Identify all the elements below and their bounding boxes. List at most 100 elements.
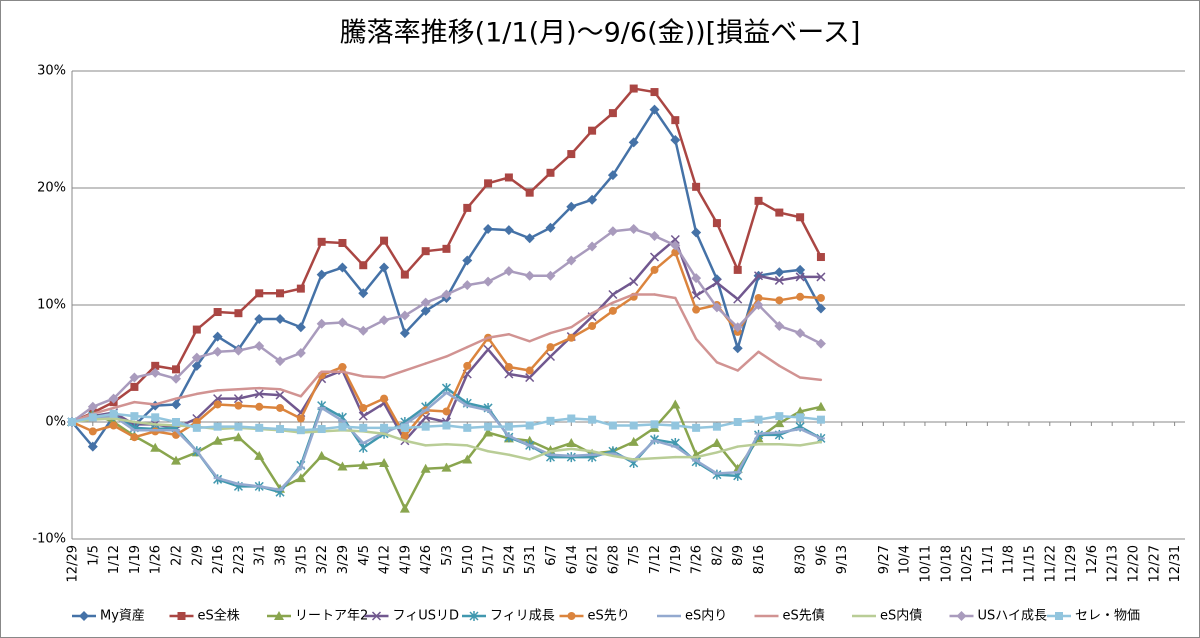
legend-marker	[1055, 612, 1063, 620]
point	[796, 292, 805, 301]
x-tick-label: 6/7	[544, 545, 559, 566]
x-tick-label: 5/17	[482, 545, 497, 574]
point	[567, 414, 576, 423]
point	[567, 150, 576, 159]
legend-marker	[79, 611, 89, 621]
point	[816, 415, 825, 424]
x-tick-label: 10/25	[960, 545, 975, 582]
point	[87, 441, 98, 452]
point	[795, 328, 806, 339]
point	[757, 443, 760, 446]
point	[628, 137, 639, 148]
point	[255, 402, 264, 411]
point	[295, 347, 306, 358]
point	[649, 230, 660, 241]
point	[524, 270, 535, 281]
point	[316, 318, 327, 329]
x-tick-label: 7/12	[648, 545, 663, 574]
point	[212, 331, 223, 342]
point	[629, 421, 638, 430]
point	[567, 333, 576, 342]
x-tick-label: 1/19	[128, 545, 143, 574]
x-tick-label: 8/16	[752, 545, 767, 574]
point	[798, 444, 802, 447]
point	[483, 223, 494, 234]
point	[337, 461, 348, 471]
point	[212, 346, 223, 357]
point	[649, 252, 660, 262]
x-tick-label: 12/31	[1168, 545, 1183, 582]
point	[442, 421, 451, 430]
point	[670, 135, 681, 146]
point	[233, 345, 244, 356]
point	[254, 389, 264, 399]
point	[815, 401, 826, 411]
point	[692, 182, 701, 191]
point	[442, 407, 451, 416]
point	[234, 309, 243, 318]
point	[608, 109, 617, 118]
point	[525, 366, 534, 375]
x-tick-label: 6/14	[565, 545, 580, 574]
point	[819, 378, 823, 382]
point	[400, 270, 409, 279]
point	[133, 400, 136, 404]
point	[296, 414, 305, 423]
point	[816, 272, 826, 282]
legend-label: eS全株	[198, 608, 240, 624]
x-tick-label: 4/26	[419, 545, 434, 574]
point	[629, 84, 638, 93]
point	[711, 274, 722, 285]
point	[358, 442, 368, 453]
x-tick-label: 9/27	[877, 545, 892, 574]
point	[108, 393, 119, 404]
point	[691, 227, 702, 238]
point	[358, 411, 368, 421]
point	[299, 395, 303, 398]
point	[775, 412, 784, 421]
point	[87, 401, 98, 412]
point	[588, 126, 597, 135]
point	[588, 415, 597, 424]
point	[337, 262, 348, 273]
x-tick-label: 11/22	[1043, 545, 1058, 582]
point	[653, 457, 656, 460]
point	[463, 203, 472, 212]
point	[566, 201, 577, 212]
point	[549, 331, 552, 335]
x-tick-label: 2/23	[232, 545, 247, 574]
point	[399, 503, 410, 513]
point	[504, 422, 513, 431]
point	[316, 450, 327, 460]
x-tick-label: 4/5	[357, 545, 372, 566]
x-tick-label: 3/22	[315, 545, 330, 574]
y-tick-label: -10%	[32, 532, 66, 547]
x-tick-label: 3/1	[253, 545, 268, 566]
x-tick-label: 2/9	[190, 545, 205, 566]
point	[191, 352, 202, 363]
point	[712, 219, 721, 228]
x-tick-label: 8/30	[794, 545, 809, 574]
point	[295, 322, 306, 333]
point	[632, 293, 635, 296]
point	[483, 344, 493, 354]
point	[525, 373, 535, 383]
point	[382, 432, 386, 435]
point	[546, 168, 555, 177]
point	[400, 423, 409, 432]
point	[549, 450, 552, 453]
point	[317, 425, 326, 434]
point	[379, 315, 390, 326]
point	[316, 269, 327, 280]
point	[570, 447, 573, 451]
x-tick-label: 10/11	[918, 545, 933, 582]
point	[649, 104, 660, 115]
point	[483, 427, 494, 437]
point	[192, 325, 201, 334]
point	[216, 389, 219, 392]
point	[192, 423, 201, 432]
point	[736, 445, 739, 448]
point	[420, 305, 431, 316]
x-tick-label: 5/3	[440, 545, 455, 566]
